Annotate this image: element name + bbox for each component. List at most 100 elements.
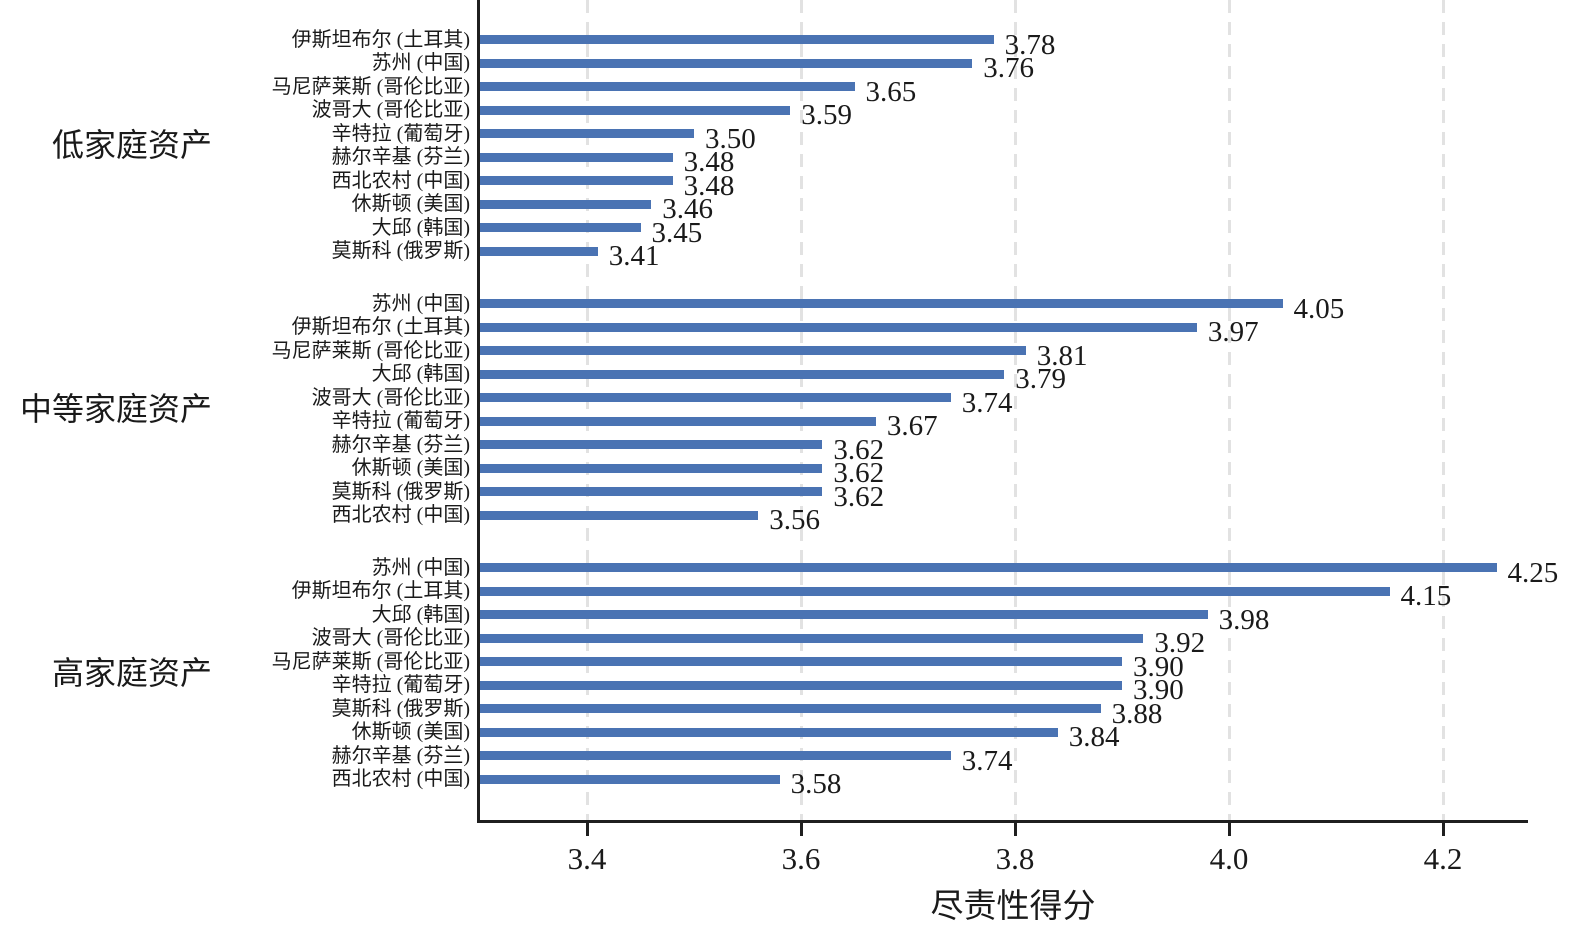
bar [480,774,780,784]
bar [480,393,951,402]
category-label: 莫斯科 (俄罗斯) [331,480,470,503]
category-label: 西北农村 (中国) [331,768,470,790]
x-tick-label: 3.6 [781,841,821,876]
bar-value-label: 3.48 [683,146,735,178]
category-label: 休斯顿 (美国) [351,721,470,743]
bar [480,657,1122,666]
bar-value-label: 3.58 [790,768,842,800]
bar [480,463,823,473]
bar-value-label: 3.74 [961,386,1013,419]
x-axis-title: 尽责性得分 [930,889,1096,925]
category-label: 波哥大 (哥伦比亚) [311,386,470,409]
bar [480,510,759,520]
bar-value-label: 3.45 [651,216,703,249]
x-tick-mark [585,823,589,836]
y-axis-line [477,0,480,823]
bar [480,105,791,115]
bar [480,727,1058,737]
bar-value-label: 3.67 [886,410,938,442]
group-label: 低家庭资产 [51,127,212,164]
bar [480,199,652,209]
bar [480,152,673,162]
gridline [585,0,589,820]
category-label: 辛特拉 (葡萄牙) [331,674,470,696]
bar-value-label: 3.50 [705,122,756,155]
bar [480,82,855,91]
category-label: 辛特拉 (葡萄牙) [331,122,470,145]
x-tick-label: 3.8 [995,841,1035,876]
bar [480,751,951,760]
bar [480,610,1208,619]
category-label: 伊斯坦布尔 (土耳其) [291,580,470,602]
bar-value-label: 3.98 [1218,603,1270,636]
x-tick-label: 3.4 [567,841,607,876]
gridline [1227,0,1231,820]
category-label: 赫尔辛基 (芬兰) [331,433,470,456]
category-label: 莫斯科 (俄罗斯) [331,240,470,262]
category-label: 马尼萨莱斯 (哥伦比亚) [271,339,470,362]
bar [480,440,823,449]
bar-value-label: 4.05 [1293,292,1345,325]
bar-value-label: 3.46 [662,193,713,225]
bar-value-label: 3.84 [1068,721,1120,753]
bar-value-label: 3.88 [1111,697,1163,730]
group-label: 中等家庭资产 [19,391,212,428]
bar-value-label: 4.15 [1400,580,1452,612]
bar [480,129,694,138]
x-tick-mark [799,823,803,836]
category-label: 大邱 (韩国) [371,216,470,239]
category-label: 伊斯坦布尔 (土耳其) [291,28,470,51]
category-label: 苏州 (中国) [371,292,470,315]
bar-value-label: 3.62 [833,457,885,489]
bar [480,704,1101,713]
bar [480,487,823,496]
bar [480,563,1497,572]
bar-value-label: 3.56 [769,504,820,536]
bar-value-label: 3.92 [1154,627,1206,659]
gridline [1013,0,1017,820]
bar-value-label: 3.62 [833,480,885,513]
bar-value-label: 3.81 [1036,339,1088,372]
bar [480,299,1283,308]
category-label: 赫尔辛基 (芬兰) [331,744,470,767]
bar [480,176,673,185]
category-label: 大邱 (韩国) [371,363,470,385]
bar [480,633,1144,643]
category-label: 休斯顿 (美国) [351,193,470,215]
category-label: 赫尔辛基 (芬兰) [331,146,470,168]
bar-value-label: 4.25 [1507,556,1559,589]
x-tick-label: 4.0 [1209,841,1249,876]
bar [480,416,876,426]
bar [480,223,641,232]
bar [480,246,598,256]
bar-value-label: 3.78 [1004,28,1056,61]
bar-value-label: 3.62 [833,433,885,466]
bar [480,346,1026,355]
x-axis-line [477,820,1528,823]
bar-value-label: 3.48 [683,169,735,202]
bar-value-label: 3.41 [608,240,660,272]
bar [480,58,973,68]
bar-value-label: 3.65 [865,75,917,108]
category-label: 休斯顿 (美国) [351,457,470,479]
bar-value-label: 3.76 [983,52,1034,84]
x-tick-mark [1013,823,1017,836]
bar [480,322,1197,332]
x-tick-label: 4.2 [1423,841,1463,876]
category-label: 马尼萨莱斯 (哥伦比亚) [271,650,470,673]
category-label: 莫斯科 (俄罗斯) [331,697,470,720]
category-label: 苏州 (中国) [371,52,470,74]
x-tick-mark [1441,823,1445,836]
category-label: 辛特拉 (葡萄牙) [331,410,470,432]
bar-value-label: 3.90 [1133,650,1184,683]
category-label: 波哥大 (哥伦比亚) [311,627,470,649]
x-tick-mark [1227,823,1231,836]
group-label: 高家庭资产 [51,655,212,692]
category-label: 波哥大 (哥伦比亚) [311,99,470,121]
category-label: 马尼萨莱斯 (哥伦比亚) [271,75,470,98]
category-label: 伊斯坦布尔 (土耳其) [291,316,470,338]
category-label: 西北农村 (中国) [331,504,470,526]
bar [480,680,1122,690]
category-label: 苏州 (中国) [371,556,470,579]
